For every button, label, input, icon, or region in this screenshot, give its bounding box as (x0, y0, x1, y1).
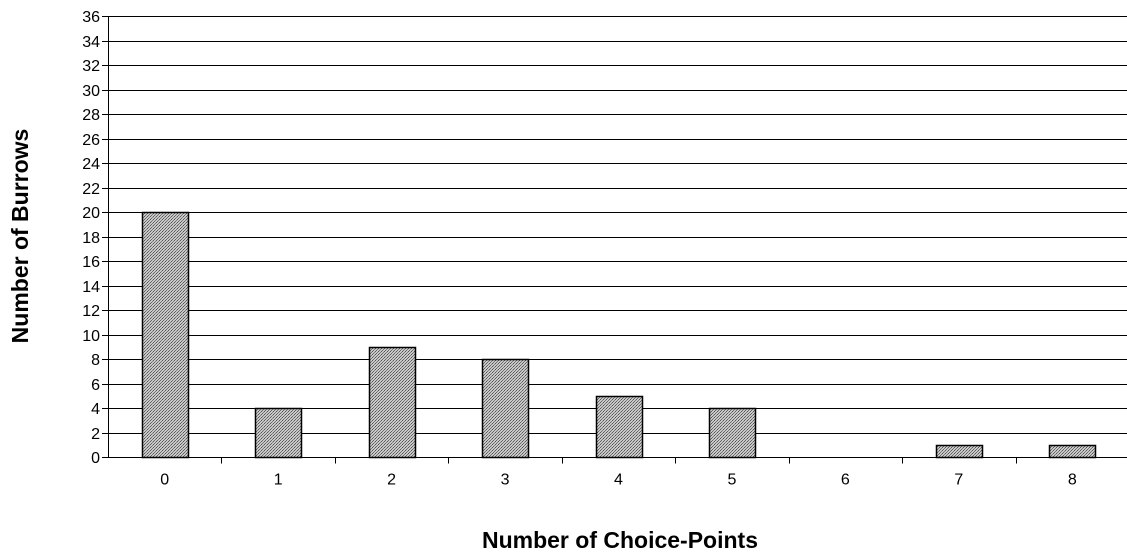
y-tick-label: 32 (82, 58, 100, 75)
y-tick-label: 28 (82, 107, 100, 124)
bar-7 (935, 444, 984, 459)
x-tick-label: 1 (274, 472, 283, 489)
bar-8 (1048, 444, 1097, 459)
bar-0 (141, 211, 190, 459)
x-tick-label: 5 (727, 472, 736, 489)
y-tick-label: 4 (91, 401, 100, 418)
y-tick-label: 8 (91, 352, 100, 369)
bars (141, 211, 1097, 459)
x-tick-label: 0 (160, 472, 169, 489)
axes (102, 16, 1127, 464)
bar-4 (595, 395, 644, 459)
bar-1 (254, 407, 303, 459)
bar-3 (481, 358, 530, 459)
y-tick-label: 20 (82, 205, 100, 222)
y-tick-label: 10 (82, 328, 100, 345)
x-tick-label: 6 (841, 472, 850, 489)
x-tick-label: 3 (501, 472, 510, 489)
y-tick-label: 14 (82, 279, 100, 296)
y-tick-label: 30 (82, 83, 100, 100)
x-tick-label: 2 (387, 472, 396, 489)
gridlines (108, 16, 1127, 434)
bar-2 (368, 346, 417, 459)
y-tick-label: 36 (82, 9, 100, 26)
x-axis-title: Number of Choice-Points (482, 527, 758, 553)
y-tick-label: 0 (91, 450, 100, 467)
y-tick-label: 18 (82, 230, 100, 247)
y-tick-label: 34 (82, 34, 100, 51)
y-tick-label: 24 (82, 156, 100, 173)
x-tick-label: 8 (1068, 472, 1077, 489)
y-axis-title: Number of Burrows (7, 129, 33, 344)
bar-5 (708, 407, 757, 459)
x-tick-label: 7 (954, 472, 963, 489)
y-tick-label: 12 (82, 303, 100, 320)
x-tick-label: 4 (614, 472, 623, 489)
y-tick-label: 22 (82, 181, 100, 198)
y-tick-label: 26 (82, 132, 100, 149)
y-tick-label: 6 (91, 377, 100, 394)
y-tick-label: 2 (91, 426, 100, 443)
y-tick-label: 16 (82, 254, 100, 271)
